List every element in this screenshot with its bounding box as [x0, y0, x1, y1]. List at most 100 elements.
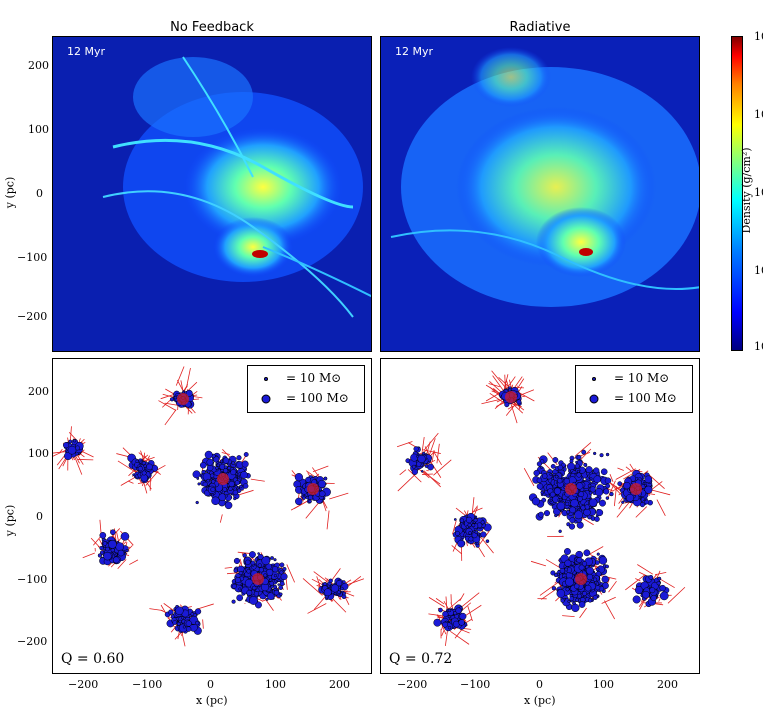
star-particle	[232, 489, 239, 496]
merger-tree-line	[637, 564, 653, 575]
star-particle	[583, 549, 591, 557]
merger-tree-line	[302, 578, 323, 596]
star-particle	[257, 552, 260, 555]
star-particle	[605, 452, 610, 457]
star-particle	[557, 478, 563, 484]
merger-tree-line	[635, 578, 641, 582]
large-star-marker	[261, 394, 271, 404]
star-particle	[97, 553, 103, 558]
star-particle	[593, 467, 600, 474]
star-particle	[330, 584, 340, 593]
star-particle	[565, 501, 570, 507]
star-particle	[639, 502, 645, 508]
star-particle	[453, 518, 457, 521]
merger-tree-line	[517, 391, 535, 402]
y-tick: −100	[17, 251, 48, 264]
star-particle	[273, 558, 277, 562]
star-particle	[609, 491, 614, 497]
legend-small: = 10 M⊙	[256, 370, 360, 388]
star-particle	[459, 612, 467, 620]
star-particle	[656, 581, 661, 586]
star-particle	[455, 607, 462, 614]
star-particle	[595, 585, 601, 591]
merger-tree-line	[481, 399, 500, 405]
star-particle	[644, 475, 653, 484]
cluster-core	[217, 473, 229, 485]
star-particle	[540, 466, 543, 469]
y-tick: −200	[17, 310, 48, 323]
star-particle	[62, 442, 70, 449]
star-particle	[216, 463, 220, 467]
star-particle	[556, 501, 566, 511]
star-particle	[210, 487, 216, 493]
merger-tree-line	[300, 495, 304, 502]
star-particle	[115, 542, 125, 552]
star-particle	[141, 461, 146, 466]
merger-tree-line	[219, 514, 223, 523]
star-particle	[549, 473, 553, 476]
star-particle	[185, 626, 192, 632]
star-particle	[473, 518, 478, 523]
star-particle	[238, 587, 242, 591]
merger-tree-line	[117, 559, 127, 569]
star-particle	[173, 395, 178, 400]
star-particle	[417, 454, 426, 464]
star-particle	[605, 496, 610, 500]
merger-tree-line	[59, 448, 63, 454]
star-particle	[266, 568, 274, 577]
star-particle	[605, 564, 609, 569]
merger-tree-line	[625, 574, 646, 591]
star-particle	[540, 490, 544, 495]
star-particle	[204, 450, 213, 459]
star-particle	[250, 560, 256, 566]
colorbar-label: Density (g/cm²)	[740, 147, 753, 234]
star-particle	[583, 508, 591, 517]
y-tick: −100	[17, 573, 48, 586]
star-particle	[644, 483, 647, 487]
star-particle	[273, 574, 278, 578]
star-particle	[593, 451, 597, 456]
star-particle	[433, 618, 442, 627]
star-particle	[280, 573, 288, 581]
star-particle	[261, 556, 271, 566]
star-particle	[480, 520, 485, 525]
star-particle	[246, 569, 251, 574]
star-particle	[551, 586, 557, 591]
star-particle	[236, 594, 244, 602]
star-particle	[480, 531, 487, 538]
star-particle	[319, 490, 326, 497]
x-tick: 200	[329, 678, 350, 691]
star-particle	[557, 464, 564, 471]
merger-tree-line	[286, 564, 295, 583]
merger-tree-line	[145, 470, 159, 486]
star-particle	[504, 402, 510, 408]
merger-tree-line	[530, 560, 547, 567]
cluster-core	[177, 393, 189, 405]
star-particle	[586, 566, 594, 575]
merger-tree-line	[467, 605, 473, 622]
star-particle	[567, 599, 571, 604]
star-particle	[566, 509, 571, 515]
legend-large-label: = 100 M⊙	[614, 391, 677, 405]
star-particle	[420, 469, 424, 473]
star-particle	[336, 580, 343, 587]
star-particle	[231, 461, 235, 465]
star-particle	[294, 473, 304, 482]
merger-tree-line	[554, 581, 557, 584]
colorbar-tick: 10⁻³	[754, 264, 763, 277]
star-particle	[536, 461, 543, 467]
star-particle	[413, 446, 419, 452]
y-tick: 100	[28, 447, 49, 460]
cluster-core	[575, 573, 587, 585]
merger-tree-line	[658, 598, 661, 602]
star-particle	[99, 545, 104, 551]
star-particle	[568, 469, 572, 473]
star-particle	[438, 607, 443, 613]
star-particle	[567, 462, 576, 471]
y-axis-label-top: y (pc)	[3, 176, 17, 209]
merger-tree-line	[224, 566, 233, 569]
merger-tree-line	[428, 597, 445, 608]
star-particle	[99, 532, 107, 539]
star-particle	[199, 461, 207, 469]
star-particle	[595, 567, 600, 572]
